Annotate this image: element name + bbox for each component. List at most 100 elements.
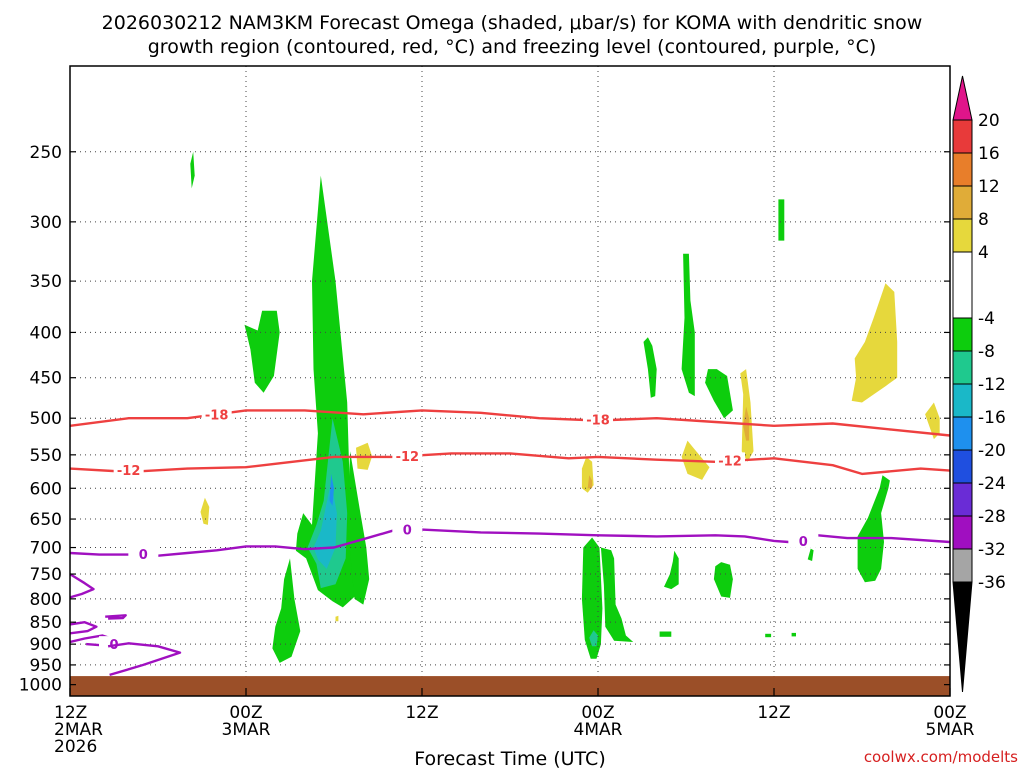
contour-freezing-level-lowB [70, 621, 98, 635]
colorbar-label--32: -32 [978, 540, 1006, 560]
omega-shaded-region-6 [600, 547, 634, 642]
y-tick-label-900: 900 [30, 635, 62, 655]
contour-label-bg-dgz-top-minus18-0 [201, 406, 232, 422]
y-tick-label-800: 800 [30, 590, 62, 610]
omega-shaded-region-22 [200, 497, 210, 525]
omega-shaded-region-1 [244, 310, 280, 393]
y-tick-label-400: 400 [30, 323, 62, 343]
colorbar-label--4: -4 [978, 309, 995, 329]
colorbar-label-4: 4 [978, 243, 989, 263]
omega-shaded-region-5 [581, 537, 603, 659]
omega-shaded-region-21 [329, 473, 334, 506]
colorbar-segment-2 [952, 185, 973, 220]
omega-shaded-region-0 [190, 151, 195, 189]
x-tick-label-0-0: 12Z [54, 703, 87, 723]
credit-text: coolwx.com/modelts [864, 748, 1018, 766]
colorbar-segment-9 [952, 449, 973, 484]
contour-freezing-level-lowD [107, 642, 182, 677]
y-tick-label-450: 450 [30, 369, 62, 389]
omega-shaded-region-19 [589, 630, 598, 647]
colorbar-segment-11 [952, 515, 973, 550]
grid-lines [69, 66, 951, 696]
colorbar-segment-8 [952, 416, 973, 451]
omega-shaded-region-15 [659, 631, 672, 637]
contour-label-bg-dgz-bottom-minus12-2 [715, 452, 745, 468]
y-tick-label-550: 550 [30, 446, 62, 466]
colorbar-segment-5 [952, 317, 973, 352]
chart-title-line1: 2026030212 NAM3KM Forecast Omega (shaded… [102, 12, 923, 34]
terrain-surface [70, 676, 950, 696]
colorbar-label--36: -36 [978, 573, 1006, 593]
contour-label-bg-dgz-bottom-minus12-0 [113, 461, 144, 477]
contour-label-bg-freezing-level-1 [392, 521, 423, 537]
colorbar-top-arrow [952, 75, 973, 121]
colorbar-label-16: 16 [978, 144, 1000, 164]
x-tick-label-0-2: 2026 [54, 737, 97, 757]
ground-surface [70, 676, 950, 696]
contour-label-dgz-bottom-minus12-0: -12 [117, 464, 141, 479]
y-tick-label-600: 600 [30, 479, 62, 499]
chart-title-line2: growth region (contoured, red, °C) and f… [148, 36, 877, 58]
y-tick-label-650: 650 [30, 510, 62, 530]
colorbar-segment-10 [952, 482, 973, 517]
contour-label-freezing-level-0: 0 [139, 548, 148, 563]
x-tick-label-60-1: 5MAR [926, 720, 975, 740]
colorbar-segment-7 [952, 383, 973, 418]
contour-label-bg-freezing-level-lowC-0 [99, 636, 129, 652]
contour-label-dgz-bottom-minus12-2: -12 [718, 454, 742, 469]
colorbar-label--8: -8 [978, 342, 995, 362]
y-tick-label-300: 300 [30, 213, 62, 233]
y-tick-label-350: 350 [30, 272, 62, 292]
colorbar-label-20: 20 [978, 111, 1000, 131]
omega-shaded-region-11 [713, 562, 733, 598]
colorbar-segment-1 [952, 152, 973, 187]
contour-freezing-level-lowE [105, 614, 127, 620]
omega-shaded-region-16 [765, 633, 772, 638]
omega-shaded-region-14 [857, 475, 890, 583]
colorbar-label-12: 12 [978, 177, 1000, 197]
colorbar-label--12: -12 [978, 375, 1006, 395]
omega-shaded-region-12 [778, 199, 785, 241]
omega-shading [190, 151, 940, 663]
omega-shaded-region-3 [272, 558, 301, 663]
contour-label-dgz-top-minus18-1: -18 [586, 414, 610, 429]
colorbar: 20 16 12 8 4 -4 -8 -12 -16 -20 -24 -28 -32 -36 [952, 75, 1006, 693]
omega-shaded-region-17 [791, 632, 796, 637]
colorbar-label--24: -24 [978, 474, 1006, 494]
omega-shaded-region-29 [335, 615, 339, 622]
omega-shaded-region-4 [347, 451, 370, 605]
colorbar-label--20: -20 [978, 441, 1006, 461]
omega-shaded-region-13 [807, 548, 814, 561]
contour-label-dgz-top-minus18-0: -18 [205, 408, 229, 423]
contour-label-bg-dgz-top-minus18-1 [583, 411, 613, 427]
colorbar-segment-3 [952, 218, 973, 253]
x-tick-label-60-0: 00Z [933, 703, 966, 723]
contour-label-dgz-bottom-minus12-1: -12 [396, 450, 420, 465]
x-tick-label-24-0: 12Z [405, 703, 438, 723]
x-tick-label-12-0: 00Z [229, 703, 262, 723]
y-tick-label-250: 250 [30, 143, 62, 163]
x-tick-label-36-0: 00Z [581, 703, 614, 723]
omega-shaded-region-8 [681, 253, 695, 397]
omega-shaded-region-27 [851, 283, 898, 403]
colorbar-segment-0 [952, 119, 973, 154]
colorbar-label--28: -28 [978, 507, 1006, 527]
contour-label-bg-freezing-level-2 [788, 532, 819, 548]
colorbar-segment-4 [952, 251, 973, 319]
colorbar-label-8: 8 [978, 210, 989, 230]
x-tick-label-48-0: 12Z [757, 703, 790, 723]
y-tick-label-1000: 1000 [19, 676, 62, 696]
y-tick-label-950: 950 [30, 656, 62, 676]
x-tick-label-0-1: 2MAR [54, 720, 103, 740]
omega-shaded-region-28 [925, 402, 940, 440]
contour-freezing-level-lowA [70, 573, 95, 599]
contour-dgz-bottom-minus12 [70, 452, 950, 476]
y-tick-label-750: 750 [30, 565, 62, 585]
omega-shaded-region-9 [705, 369, 733, 419]
colorbar-bottom-arrow [952, 581, 973, 693]
contour-label-bg-freezing-level-0 [128, 546, 159, 562]
colorbar-label--16: -16 [978, 408, 1006, 428]
colorbar-segment-12 [952, 548, 973, 583]
